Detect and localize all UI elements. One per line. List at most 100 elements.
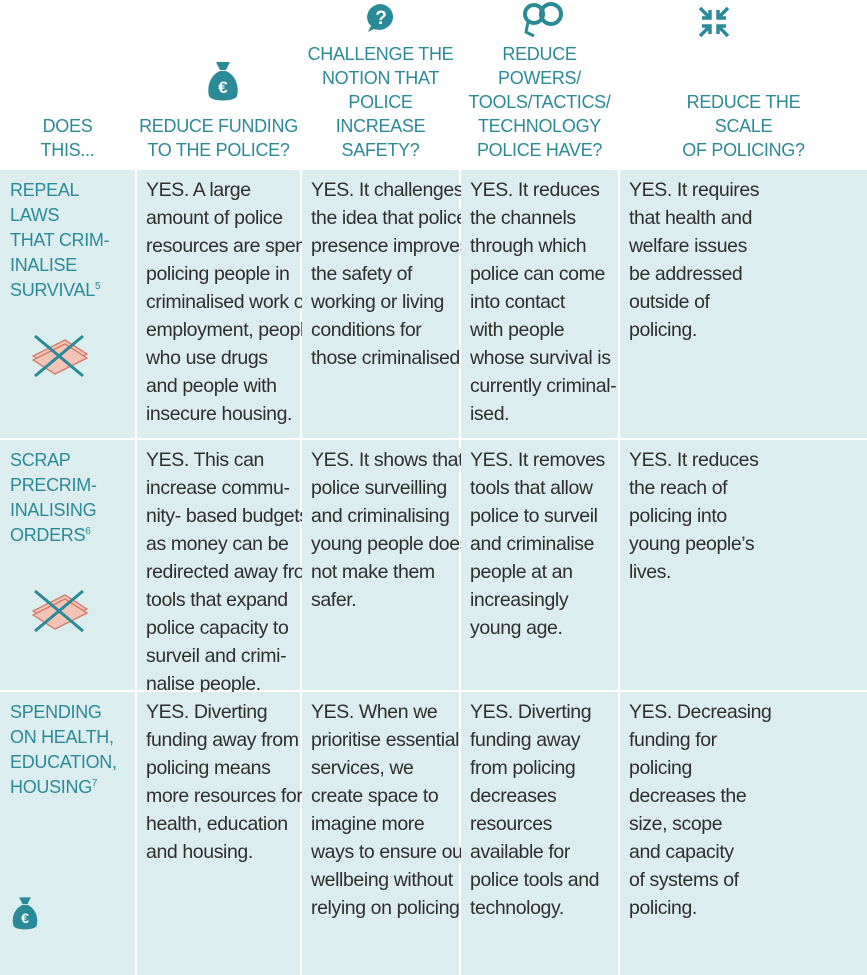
cell-line: lives.: [629, 558, 861, 586]
cell-line: YES. It reduces: [470, 176, 612, 204]
cell-line: YES. It shows that: [311, 446, 453, 474]
cell-line: not make them: [311, 558, 453, 586]
cell-line: YES. Decreasing: [629, 698, 861, 726]
cell-line: currently criminal-: [470, 372, 612, 400]
cell-line: available for: [470, 838, 612, 866]
cell-line: relying on policing.: [311, 894, 453, 922]
cell-line: the idea that police: [311, 204, 453, 232]
cell-line: whose survival is: [470, 344, 612, 372]
cell-line: employment, people: [146, 316, 294, 344]
cell-line: young people does: [311, 530, 453, 558]
header-line: POLICE INCREASE: [302, 90, 459, 138]
cell-line: and people with: [146, 372, 294, 400]
header-line: REDUCE FUNDING: [137, 114, 300, 138]
cell-line: policing: [629, 754, 861, 782]
cell-line: health, education: [146, 810, 294, 838]
cell-line: resources are spent: [146, 232, 294, 260]
cell-line: resources: [470, 810, 612, 838]
label-line: THAT CRIM-: [10, 228, 129, 253]
label-text: INALISING: [10, 500, 96, 520]
cell-line: police to surveil: [470, 502, 612, 530]
cell-line: tools that allow: [470, 474, 612, 502]
header-line: SCALE: [620, 114, 867, 138]
cell-line: and housing.: [146, 838, 294, 866]
header-line: REDUCE THE: [620, 90, 867, 114]
cell-line: policing.: [629, 894, 861, 922]
cell-line: services, we: [311, 754, 453, 782]
cell-line: insecure housing.: [146, 400, 294, 428]
cell-line: ways to ensure our: [311, 838, 453, 866]
cell-line: police surveilling: [311, 474, 453, 502]
row-label: SCRAP PRECRIM-INALISING ORDERS6: [0, 440, 135, 690]
cell-line: police tools and: [470, 866, 612, 894]
cell-line: policing into: [629, 502, 861, 530]
header-line: CHALLENGE THE: [302, 42, 459, 66]
label-line: SCRAP: [10, 448, 129, 473]
footnote: 6: [85, 526, 90, 537]
cell-line: YES. It challenges: [311, 176, 453, 204]
label-line: SPENDING: [10, 700, 129, 725]
cell-line: increasingly: [470, 586, 612, 614]
cell-line: YES. Diverting: [146, 698, 294, 726]
cell-line: and criminalising: [311, 502, 453, 530]
table-cell: YES. It challengesthe idea that policepr…: [302, 170, 459, 438]
label-line: REPEAL: [10, 178, 129, 203]
footnote: 5: [95, 281, 100, 292]
header-line: THIS...: [0, 138, 135, 162]
cell-line: wellbeing without: [311, 866, 453, 894]
label-text: SPENDING: [10, 702, 102, 722]
header-line: TOOLS/TACTICS/: [461, 90, 618, 114]
cell-line: policing means: [146, 754, 294, 782]
cell-line: YES. When we: [311, 698, 453, 726]
label-line: EDUCATION,: [10, 750, 129, 775]
label-line: PRECRIM-: [10, 473, 129, 498]
cell-line: through which: [470, 232, 612, 260]
label-text: SURVIVAL: [10, 280, 95, 300]
table-cell: YES. It requiresthat health andwelfare i…: [620, 170, 867, 438]
cell-line: be addressed: [629, 260, 861, 288]
cell-line: surveil and crimi-: [146, 642, 294, 670]
header-line: DOES: [0, 114, 135, 138]
cell-line: more resources for: [146, 782, 294, 810]
cell-line: people at an: [470, 558, 612, 586]
cell-line: presence improves: [311, 232, 453, 260]
cell-line: with people: [470, 316, 612, 344]
cell-line: amount of police: [146, 204, 294, 232]
label-text: REPEAL: [10, 180, 79, 200]
cell-line: size, scope: [629, 810, 861, 838]
cell-line: policing.: [629, 316, 861, 344]
cell-line: young people’s: [629, 530, 861, 558]
cell-line: that health and: [629, 204, 861, 232]
crossed-documents-icon: [25, 585, 95, 635]
label-text: THAT CRIM-: [10, 230, 109, 250]
label-text: HOUSING: [10, 777, 92, 797]
cell-line: nity- based budgets: [146, 502, 294, 530]
cell-line: working or living: [311, 288, 453, 316]
cell-line: into contact: [470, 288, 612, 316]
cell-line: YES. It removes: [470, 446, 612, 474]
cell-line: police can come: [470, 260, 612, 288]
cell-line: redirected away from: [146, 558, 294, 586]
label-text: LAWS: [10, 205, 59, 225]
label-text: ORDERS: [10, 525, 85, 545]
cell-line: those criminalised.: [311, 344, 453, 372]
cell-line: conditions for: [311, 316, 453, 344]
footnote: 7: [92, 778, 97, 789]
money-bag-icon: €: [10, 895, 40, 933]
label-text: SCRAP: [10, 450, 71, 470]
cell-line: policing people in: [146, 260, 294, 288]
cell-line: and criminalise: [470, 530, 612, 558]
label-line: SURVIVAL5: [10, 278, 129, 303]
row-label: REPEALLAWSTHAT CRIM-INALISESURVIVAL5: [0, 170, 135, 438]
header-line: TO THE POLICE?: [137, 138, 300, 162]
cell-line: prioritise essential: [311, 726, 453, 754]
crossed-documents-icon: [25, 330, 95, 380]
